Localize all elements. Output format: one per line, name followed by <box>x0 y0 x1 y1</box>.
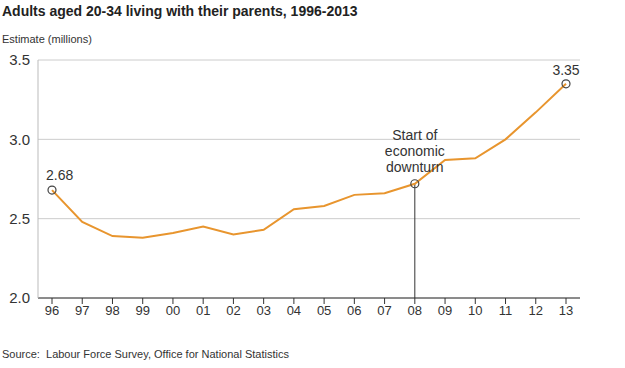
html-text:Estimate (millions): Estimate (millions) <box>2 33 92 45</box>
svg-text:3.35: 3.35 <box>552 62 579 78</box>
svg-text:Start ofeconomicdownturn: Start ofeconomicdownturn <box>385 127 445 175</box>
svg-text:01: 01 <box>196 303 210 318</box>
svg-text:11: 11 <box>499 303 513 318</box>
svg-text:3.5: 3.5 <box>9 51 30 68</box>
html-text:Source: Labour Force Survey, O: Source: Labour Force Survey, Office for … <box>2 348 289 360</box>
svg-text:96: 96 <box>45 303 59 318</box>
svg-text:98: 98 <box>105 303 119 318</box>
svg-text:08: 08 <box>408 303 422 318</box>
svg-text:03: 03 <box>256 303 270 318</box>
svg-text:2.0: 2.0 <box>9 289 30 306</box>
svg-text:00: 00 <box>166 303 180 318</box>
svg-text:06: 06 <box>347 303 361 318</box>
svg-text:02: 02 <box>226 303 240 318</box>
svg-text:13: 13 <box>559 303 573 318</box>
svg-text:2.5: 2.5 <box>9 210 30 227</box>
svg-text:2.68: 2.68 <box>46 167 73 183</box>
svg-text:07: 07 <box>377 303 391 318</box>
html-text:Adults aged 20-34 living with: Adults aged 20-34 living with their pare… <box>2 3 358 19</box>
svg-text:10: 10 <box>468 303 482 318</box>
svg-text:3.0: 3.0 <box>9 131 30 148</box>
svg-text:99: 99 <box>135 303 149 318</box>
svg-text:04: 04 <box>287 303 301 318</box>
svg-text:05: 05 <box>317 303 331 318</box>
svg-text:09: 09 <box>438 303 452 318</box>
svg-text:12: 12 <box>529 303 543 318</box>
svg-text:97: 97 <box>75 303 89 318</box>
